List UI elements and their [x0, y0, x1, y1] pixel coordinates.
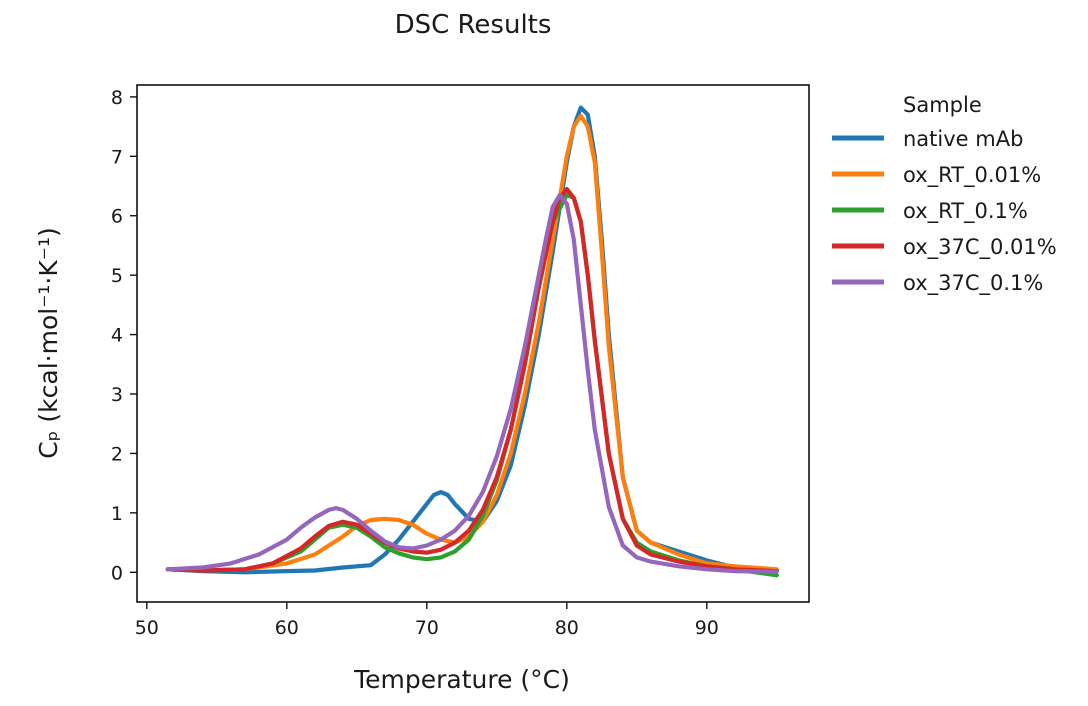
y-tick-label: 4 [111, 325, 123, 347]
legend-entry: ox_RT_0.1% [903, 199, 1028, 224]
series-line-native-mab [165, 105, 779, 575]
x-tick-label: 70 [415, 617, 439, 639]
y-axis: 0 1 2 3 4 5 6 7 8 [111, 87, 137, 584]
y-tick-label: 6 [111, 206, 123, 228]
chart-title: DSC Results [395, 10, 552, 40]
series-group [165, 105, 779, 578]
y-tick-label: 0 [111, 562, 123, 584]
legend-title: Sample [903, 93, 982, 117]
y-tick-label: 1 [111, 503, 123, 525]
x-axis-label: Temperature (°C) [353, 665, 570, 694]
y-tick-label: 8 [111, 87, 123, 109]
legend-entry: native mAb [903, 127, 1023, 151]
series-line-ox-37c-0-01- [165, 186, 779, 574]
series-line-ox-rt-0-01- [165, 113, 779, 573]
y-tick-label: 2 [111, 443, 123, 465]
legend-entry: ox_37C_0.1% [903, 271, 1043, 296]
x-tick-label: 50 [135, 617, 159, 639]
y-tick-label: 7 [111, 146, 123, 168]
plot-frame [136, 84, 810, 603]
legend: Sample native mAb ox_RT_0.01% ox_RT_0.1%ox… [832, 93, 1057, 296]
legend-entry: ox_37C_0.01% [903, 235, 1057, 260]
x-tick-label: 90 [695, 617, 719, 639]
x-tick-label: 60 [275, 617, 299, 639]
y-tick-label: 3 [111, 384, 123, 406]
x-tick-label: 80 [555, 617, 579, 639]
legend-entry: ox_RT_0.01% [903, 163, 1041, 188]
series-line-ox-37c-0-1- [165, 192, 779, 574]
y-axis-label: Cₚ (kcal·mol⁻¹·K⁻¹) [34, 227, 63, 458]
x-axis: 50 60 70 80 90 [135, 602, 719, 639]
y-tick-label: 5 [111, 265, 123, 287]
